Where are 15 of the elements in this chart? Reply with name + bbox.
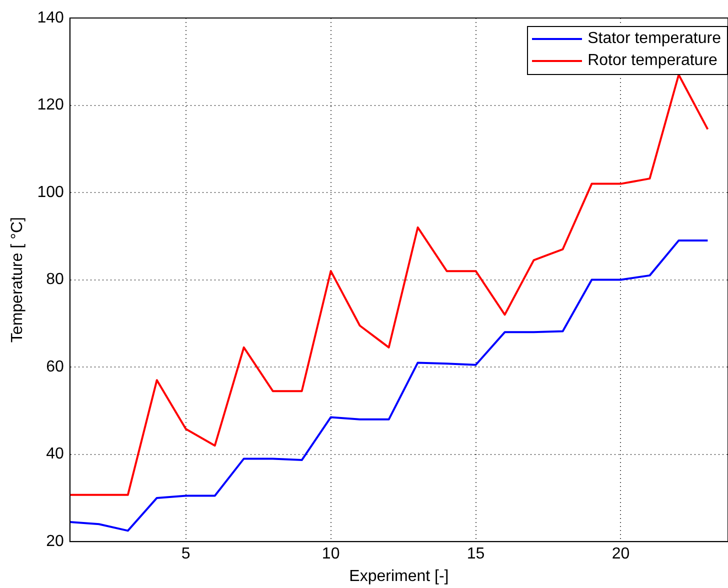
y-tick-label: 80 — [46, 271, 64, 288]
legend-label: Stator temperature — [588, 29, 721, 49]
y-tick-label: 100 — [37, 184, 64, 201]
x-tick-label: 15 — [466, 546, 485, 563]
y-tick-label: 20 — [46, 533, 64, 550]
legend-label: Rotor temperature — [588, 51, 718, 71]
x-tick-label: 10 — [322, 546, 340, 563]
x-tick-label: 5 — [181, 546, 190, 563]
y-tick-label: 140 — [37, 9, 64, 26]
x-tick-label: 20 — [612, 546, 630, 563]
y-axis-title: Temperature [ °C] — [9, 217, 26, 343]
x-axis-title: Experiment [-] — [349, 568, 449, 585]
y-tick-label: 40 — [46, 446, 64, 463]
y-tick-label: 120 — [37, 96, 64, 114]
y-tick-label: 60 — [46, 358, 64, 376]
